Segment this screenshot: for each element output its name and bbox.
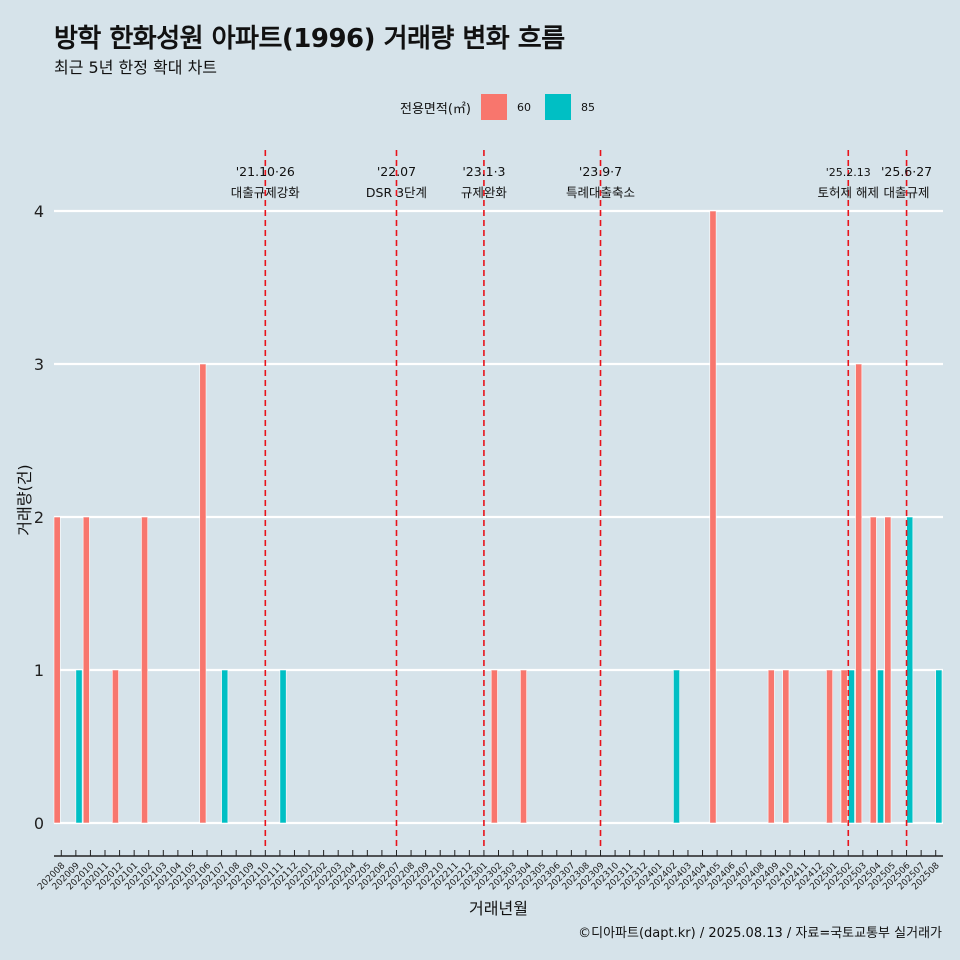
bar-60-202012 bbox=[111, 669, 119, 824]
legend-key-85 bbox=[544, 94, 571, 120]
y-axis-title: 거래량(건) bbox=[15, 464, 34, 535]
bar-60-202505 bbox=[884, 516, 892, 824]
bar-85-202504 bbox=[877, 669, 885, 824]
bar-60-202503 bbox=[855, 363, 863, 824]
annotation-label: DSR 3단계 bbox=[366, 185, 427, 200]
annotation-label: 토허제 해제 bbox=[818, 185, 879, 200]
annotation-label: 대출규제강화 bbox=[231, 185, 301, 200]
x-axis-title: 거래년월 bbox=[469, 899, 528, 918]
y-tick-label: 0 bbox=[34, 814, 44, 833]
annotation-label: 규제완화 bbox=[461, 185, 508, 200]
bar-60-202501 bbox=[826, 669, 833, 824]
annotation-date: '22.07 bbox=[377, 164, 416, 179]
bar-60-202410 bbox=[782, 669, 790, 824]
annotation-label: 특례대출축소 bbox=[566, 185, 635, 200]
chart-title: 방학 한화성원 아파트(1996) 거래량 변화 흐름 bbox=[54, 24, 565, 54]
bar-60-202409 bbox=[767, 669, 775, 824]
bar-85-202502 bbox=[847, 669, 855, 824]
annotation-date: '23.9·7 bbox=[579, 164, 622, 179]
bar-85-202402 bbox=[673, 669, 680, 824]
legend: 전용면적(㎡) 60 85 bbox=[400, 94, 609, 120]
bar-60-202502 bbox=[840, 669, 848, 824]
bar-85-202508 bbox=[935, 669, 943, 824]
y-tick-label: 4 bbox=[34, 202, 44, 221]
legend-label-60: 60 bbox=[516, 100, 531, 114]
bar-85-202107 bbox=[221, 669, 229, 824]
annotation-date: '23.1·3 bbox=[462, 164, 505, 179]
legend-label-85: 85 bbox=[580, 100, 595, 114]
bar-60-202304 bbox=[520, 669, 527, 824]
bar-60-202405 bbox=[709, 210, 717, 824]
y-tick-label: 1 bbox=[34, 661, 44, 680]
bar-60-202010 bbox=[82, 516, 90, 824]
bar-85-202111 bbox=[279, 669, 287, 824]
annotation-date: '25.6·27 bbox=[881, 164, 932, 179]
bar-85-202009 bbox=[75, 669, 83, 824]
source-caption: ©디아파트(dapt.kr) / 2025.08.13 / 자료=국토교통부 실… bbox=[578, 926, 942, 941]
annotation-date: '21.10·26 bbox=[236, 164, 295, 179]
bar-60-202008 bbox=[53, 516, 61, 824]
chart-subtitle: 최근 5년 한정 확대 차트 bbox=[54, 58, 218, 77]
bar-60-202302 bbox=[490, 669, 498, 824]
y-tick-label: 3 bbox=[34, 355, 44, 374]
legend-title: 전용면적(㎡) bbox=[400, 101, 471, 117]
annotation-label: 대출규제 bbox=[884, 185, 930, 200]
annotation-date: '25.2.13 bbox=[826, 166, 871, 179]
y-tick-label: 2 bbox=[34, 508, 44, 527]
bar-60-202102 bbox=[141, 516, 149, 824]
bar-85-202506 bbox=[906, 516, 914, 824]
bar-60-202504 bbox=[869, 516, 877, 824]
bar-60-202106 bbox=[199, 363, 207, 824]
legend-key-60 bbox=[480, 94, 507, 120]
